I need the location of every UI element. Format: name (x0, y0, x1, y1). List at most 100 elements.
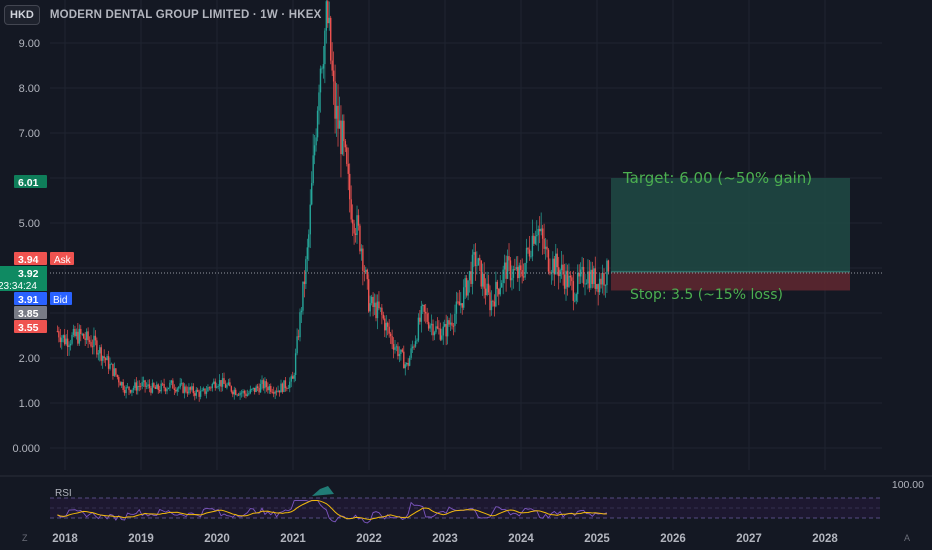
price-tick-label: 1.00 (19, 398, 40, 410)
timezone-toggle[interactable]: Z (22, 533, 28, 543)
candle-body (436, 326, 439, 329)
candle-body (218, 380, 221, 387)
target-zone[interactable] (611, 178, 850, 272)
candle-body (370, 296, 373, 304)
time-tick-label: 2023 (432, 533, 458, 545)
candle-body (474, 252, 477, 266)
candle-body (331, 60, 333, 71)
candle-body (236, 394, 238, 396)
candle-body (429, 325, 431, 329)
candle-body (588, 271, 591, 288)
candle-body (316, 110, 319, 138)
candle-body (591, 269, 594, 284)
candle-body (594, 268, 596, 289)
candle-body (132, 387, 135, 390)
candle-body (115, 368, 117, 375)
candle-body (330, 17, 332, 61)
candle-body (511, 277, 513, 281)
candle-body (508, 256, 510, 261)
time-axis[interactable]: 2018 2019 2020 2021 2022 2023 2024 2025 2026 2027… (52, 533, 838, 545)
candle-body (72, 328, 75, 335)
candle-body (324, 30, 326, 65)
price-axis[interactable]: 9.00 8.00 7.00 5.00 2.00 1.00 0.000 (12, 38, 40, 455)
candle-body (176, 388, 178, 392)
candle-body (604, 285, 607, 286)
candle-body (590, 269, 592, 288)
candle-body (598, 278, 601, 293)
currency-badge[interactable]: HKD (4, 5, 40, 25)
candle-body (413, 346, 415, 348)
candle-body (384, 318, 386, 331)
candle-body (308, 234, 310, 248)
candle-body (572, 281, 575, 301)
rsi-pane[interactable] (50, 486, 880, 524)
candle-body (237, 394, 240, 396)
candle-body (69, 343, 72, 346)
candle-body (442, 326, 444, 336)
candle-body (501, 282, 503, 288)
candle-body (161, 383, 164, 385)
candle-body (164, 388, 167, 392)
candle-body (275, 391, 278, 393)
candle-body (163, 384, 165, 389)
candle-body (205, 391, 208, 394)
candle-body (142, 380, 145, 383)
candle-body (445, 323, 447, 337)
price-tick-label: 5.00 (19, 218, 40, 230)
auto-scale-toggle[interactable]: A (904, 533, 911, 543)
candle-body (208, 387, 211, 389)
symbol-title: MODERN DENTAL GROUP LIMITED · 1W · HKEX (49, 9, 322, 21)
candle-body (262, 380, 265, 389)
candle-body (416, 340, 418, 342)
candle-body (363, 270, 366, 272)
candle-body (585, 283, 588, 285)
candle-body (65, 338, 67, 345)
candle-body (452, 325, 455, 327)
price-tick-label: 8.00 (19, 83, 40, 95)
candle-body (458, 301, 461, 306)
candle-body (227, 382, 230, 385)
candle-body (224, 383, 227, 388)
stop-zone[interactable] (611, 271, 850, 291)
candle-body (369, 303, 371, 312)
candle-body (268, 386, 271, 391)
candle-body (597, 284, 599, 293)
candle-body (189, 387, 192, 390)
candle-body (372, 296, 374, 308)
candle-body (546, 246, 548, 250)
candle-body (395, 346, 398, 348)
position-tool[interactable] (611, 178, 850, 291)
candle-body (480, 260, 482, 287)
time-tick-label: 2027 (736, 533, 762, 545)
candle-body (80, 328, 82, 335)
candle-body (433, 332, 436, 336)
rsi-label[interactable]: RSI (55, 488, 72, 499)
candle-body (106, 356, 108, 361)
candle-body (577, 272, 579, 295)
candle-body (186, 391, 189, 394)
candle-body (525, 247, 528, 263)
candle-body (284, 380, 287, 389)
candle-body (214, 381, 216, 388)
candle-body (252, 387, 254, 390)
candle-body (147, 384, 149, 387)
candle-body (154, 386, 157, 389)
candle-body (574, 300, 576, 302)
stop-label: Stop: 3.5 (~15% loss) (630, 287, 783, 303)
candle-body (528, 249, 531, 257)
candle-body (593, 268, 595, 284)
candle-body (274, 391, 276, 394)
candle-body (83, 334, 85, 339)
candle-body (56, 331, 59, 332)
candle-body (555, 253, 557, 275)
candle-body (558, 267, 560, 277)
candle-body (522, 276, 525, 278)
candle-body (102, 356, 104, 361)
candle-body (560, 264, 563, 271)
candle-body (467, 280, 469, 296)
candle-body (68, 345, 70, 348)
candle-body (381, 307, 383, 315)
candle-body (419, 317, 421, 322)
candle-body (93, 335, 95, 347)
